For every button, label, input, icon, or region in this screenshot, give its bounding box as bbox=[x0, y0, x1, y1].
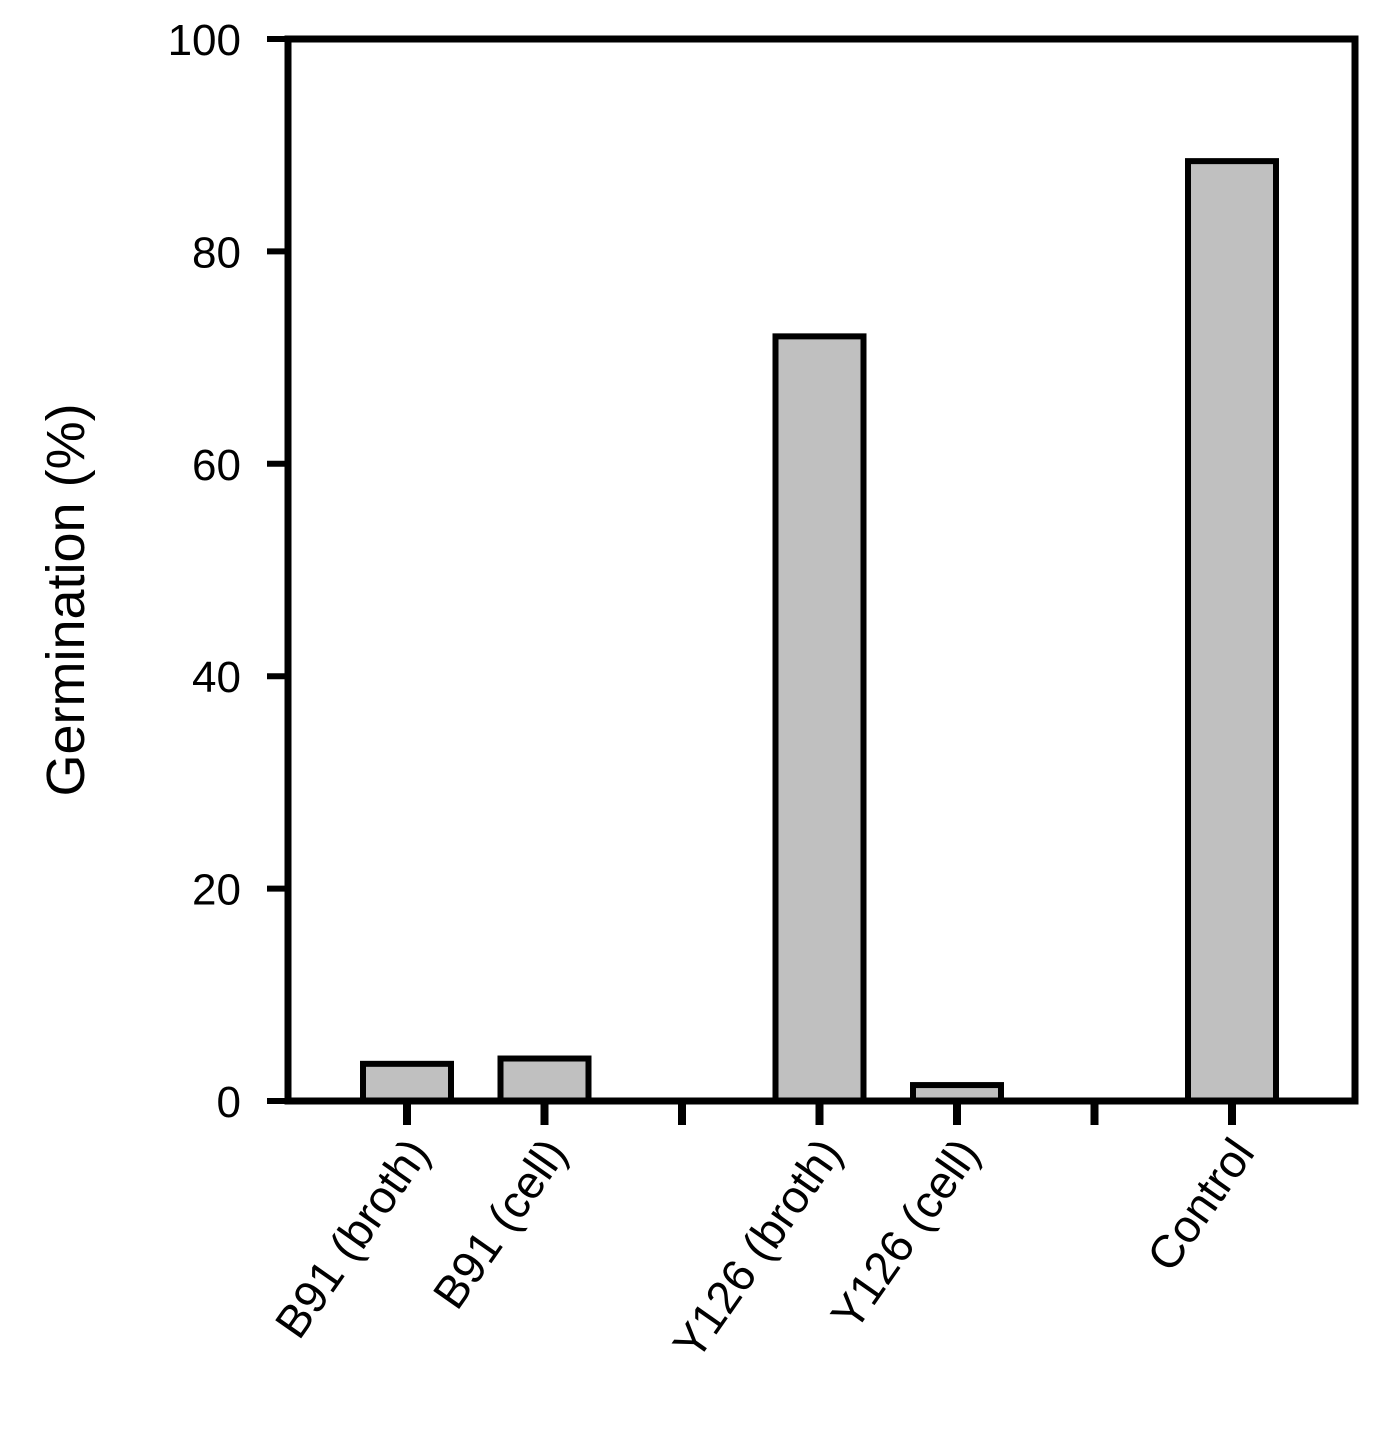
bar-b91-broth bbox=[360, 1060, 454, 1104]
y-axis-tick-labels: 0 20 40 60 80 100 bbox=[168, 16, 241, 1127]
y-axis-title: Germination (%) bbox=[36, 403, 96, 796]
y-tick-label: 100 bbox=[168, 16, 241, 65]
x-category-label: Y126 (broth) bbox=[662, 1129, 851, 1368]
x-category-label: Control bbox=[1137, 1129, 1265, 1280]
y-tick-label: 0 bbox=[217, 1078, 241, 1127]
y-tick-label: 40 bbox=[192, 653, 241, 702]
x-axis-ticks bbox=[403, 1101, 1236, 1125]
bars bbox=[360, 158, 1279, 1105]
x-category-label: B91 (cell) bbox=[423, 1129, 577, 1318]
plot-frame bbox=[284, 35, 1359, 1105]
bar-control bbox=[1185, 158, 1279, 1104]
y-tick-label: 20 bbox=[192, 866, 241, 915]
x-category-label: B91 (broth) bbox=[265, 1129, 440, 1347]
bar-b91-cell bbox=[497, 1055, 592, 1105]
y-tick-label: 60 bbox=[192, 441, 241, 490]
y-tick-label: 80 bbox=[192, 228, 241, 277]
x-axis-category-labels: B91 (broth)B91 (cell) Y126 (broth)Y126 (c… bbox=[265, 1129, 1265, 1368]
bar-y126-broth bbox=[772, 333, 867, 1104]
